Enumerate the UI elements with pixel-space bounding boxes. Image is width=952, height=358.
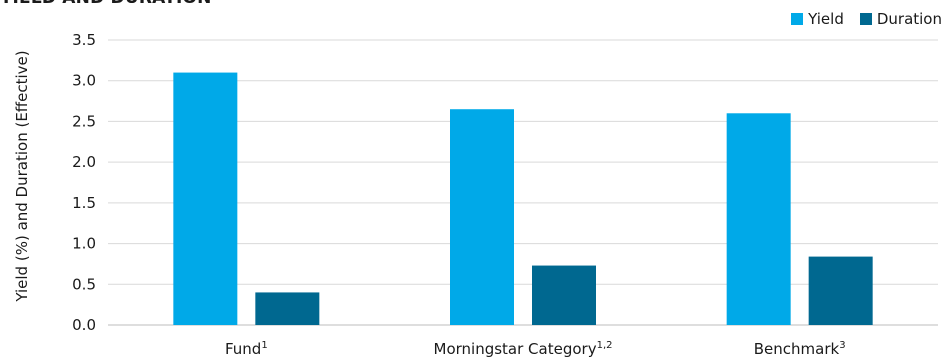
bar-duration-2: [532, 265, 596, 325]
legend-item-duration: Duration: [859, 10, 942, 28]
legend-swatch-duration: [859, 13, 872, 25]
y-tick-label: 1.0: [72, 235, 96, 253]
y-tick-label: 2.0: [72, 153, 96, 171]
bar-yield-2: [450, 109, 514, 325]
y-tick-label: 0.5: [72, 275, 96, 293]
y-tick-label: 1.5: [72, 194, 96, 212]
legend: Yield Duration: [775, 10, 942, 28]
bar-duration-1: [255, 292, 320, 325]
y-tick-label: 2.5: [72, 112, 96, 130]
y-tick-label: 3.5: [72, 31, 96, 49]
y-tick-label: 3.0: [72, 72, 96, 90]
x-tick-label: Morningstar Category1,2: [434, 340, 613, 358]
y-tick-label: 0.0: [72, 316, 96, 334]
legend-swatch-yield: [791, 13, 804, 25]
x-tick-label: Fund1: [225, 340, 268, 358]
legend-item-yield: Yield: [791, 10, 844, 28]
bar-duration-3: [808, 256, 873, 325]
chart-title: YIELD AND DURATION: [0, 0, 212, 8]
bar-yield-3: [726, 113, 791, 326]
legend-label-duration: Duration: [876, 10, 942, 28]
legend-label-yield: Yield: [808, 10, 844, 28]
bar-yield-1: [173, 72, 238, 325]
x-tick-label: Benchmark3: [754, 340, 846, 358]
